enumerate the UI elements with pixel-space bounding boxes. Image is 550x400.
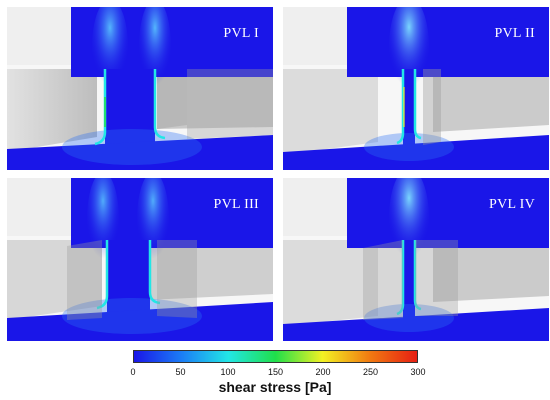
flow-visualization [283,178,549,341]
simulation-panel-pvl-3: PVL III [7,178,273,341]
panel-label: PVL I [223,26,259,41]
colorbar-title: shear stress [Pa] [218,379,332,395]
flow-visualization [283,7,549,170]
shear-stress-colorbar [133,350,418,363]
colorbar-tick-label: 50 [175,367,186,377]
colorbar-tick-label: 300 [410,367,426,377]
simulation-panel-pvl-4: PVL IV [283,178,549,341]
colorbar-tick-label: 250 [362,367,379,377]
simulation-panel-pvl-1: PVL I [7,7,273,170]
panel-label: PVL III [213,197,259,212]
colorbar-tick-label: 150 [267,367,284,377]
panel-label: PVL II [494,26,535,41]
colorbar-tick-label: 200 [315,367,331,377]
flow-visualization [7,178,273,341]
colorbar-tick-label: 100 [220,367,236,377]
flow-visualization [7,7,273,170]
panel-label: PVL IV [488,197,535,212]
simulation-panel-pvl-2: PVL II [283,7,549,170]
colorbar-tick-label: 0 [130,367,136,377]
